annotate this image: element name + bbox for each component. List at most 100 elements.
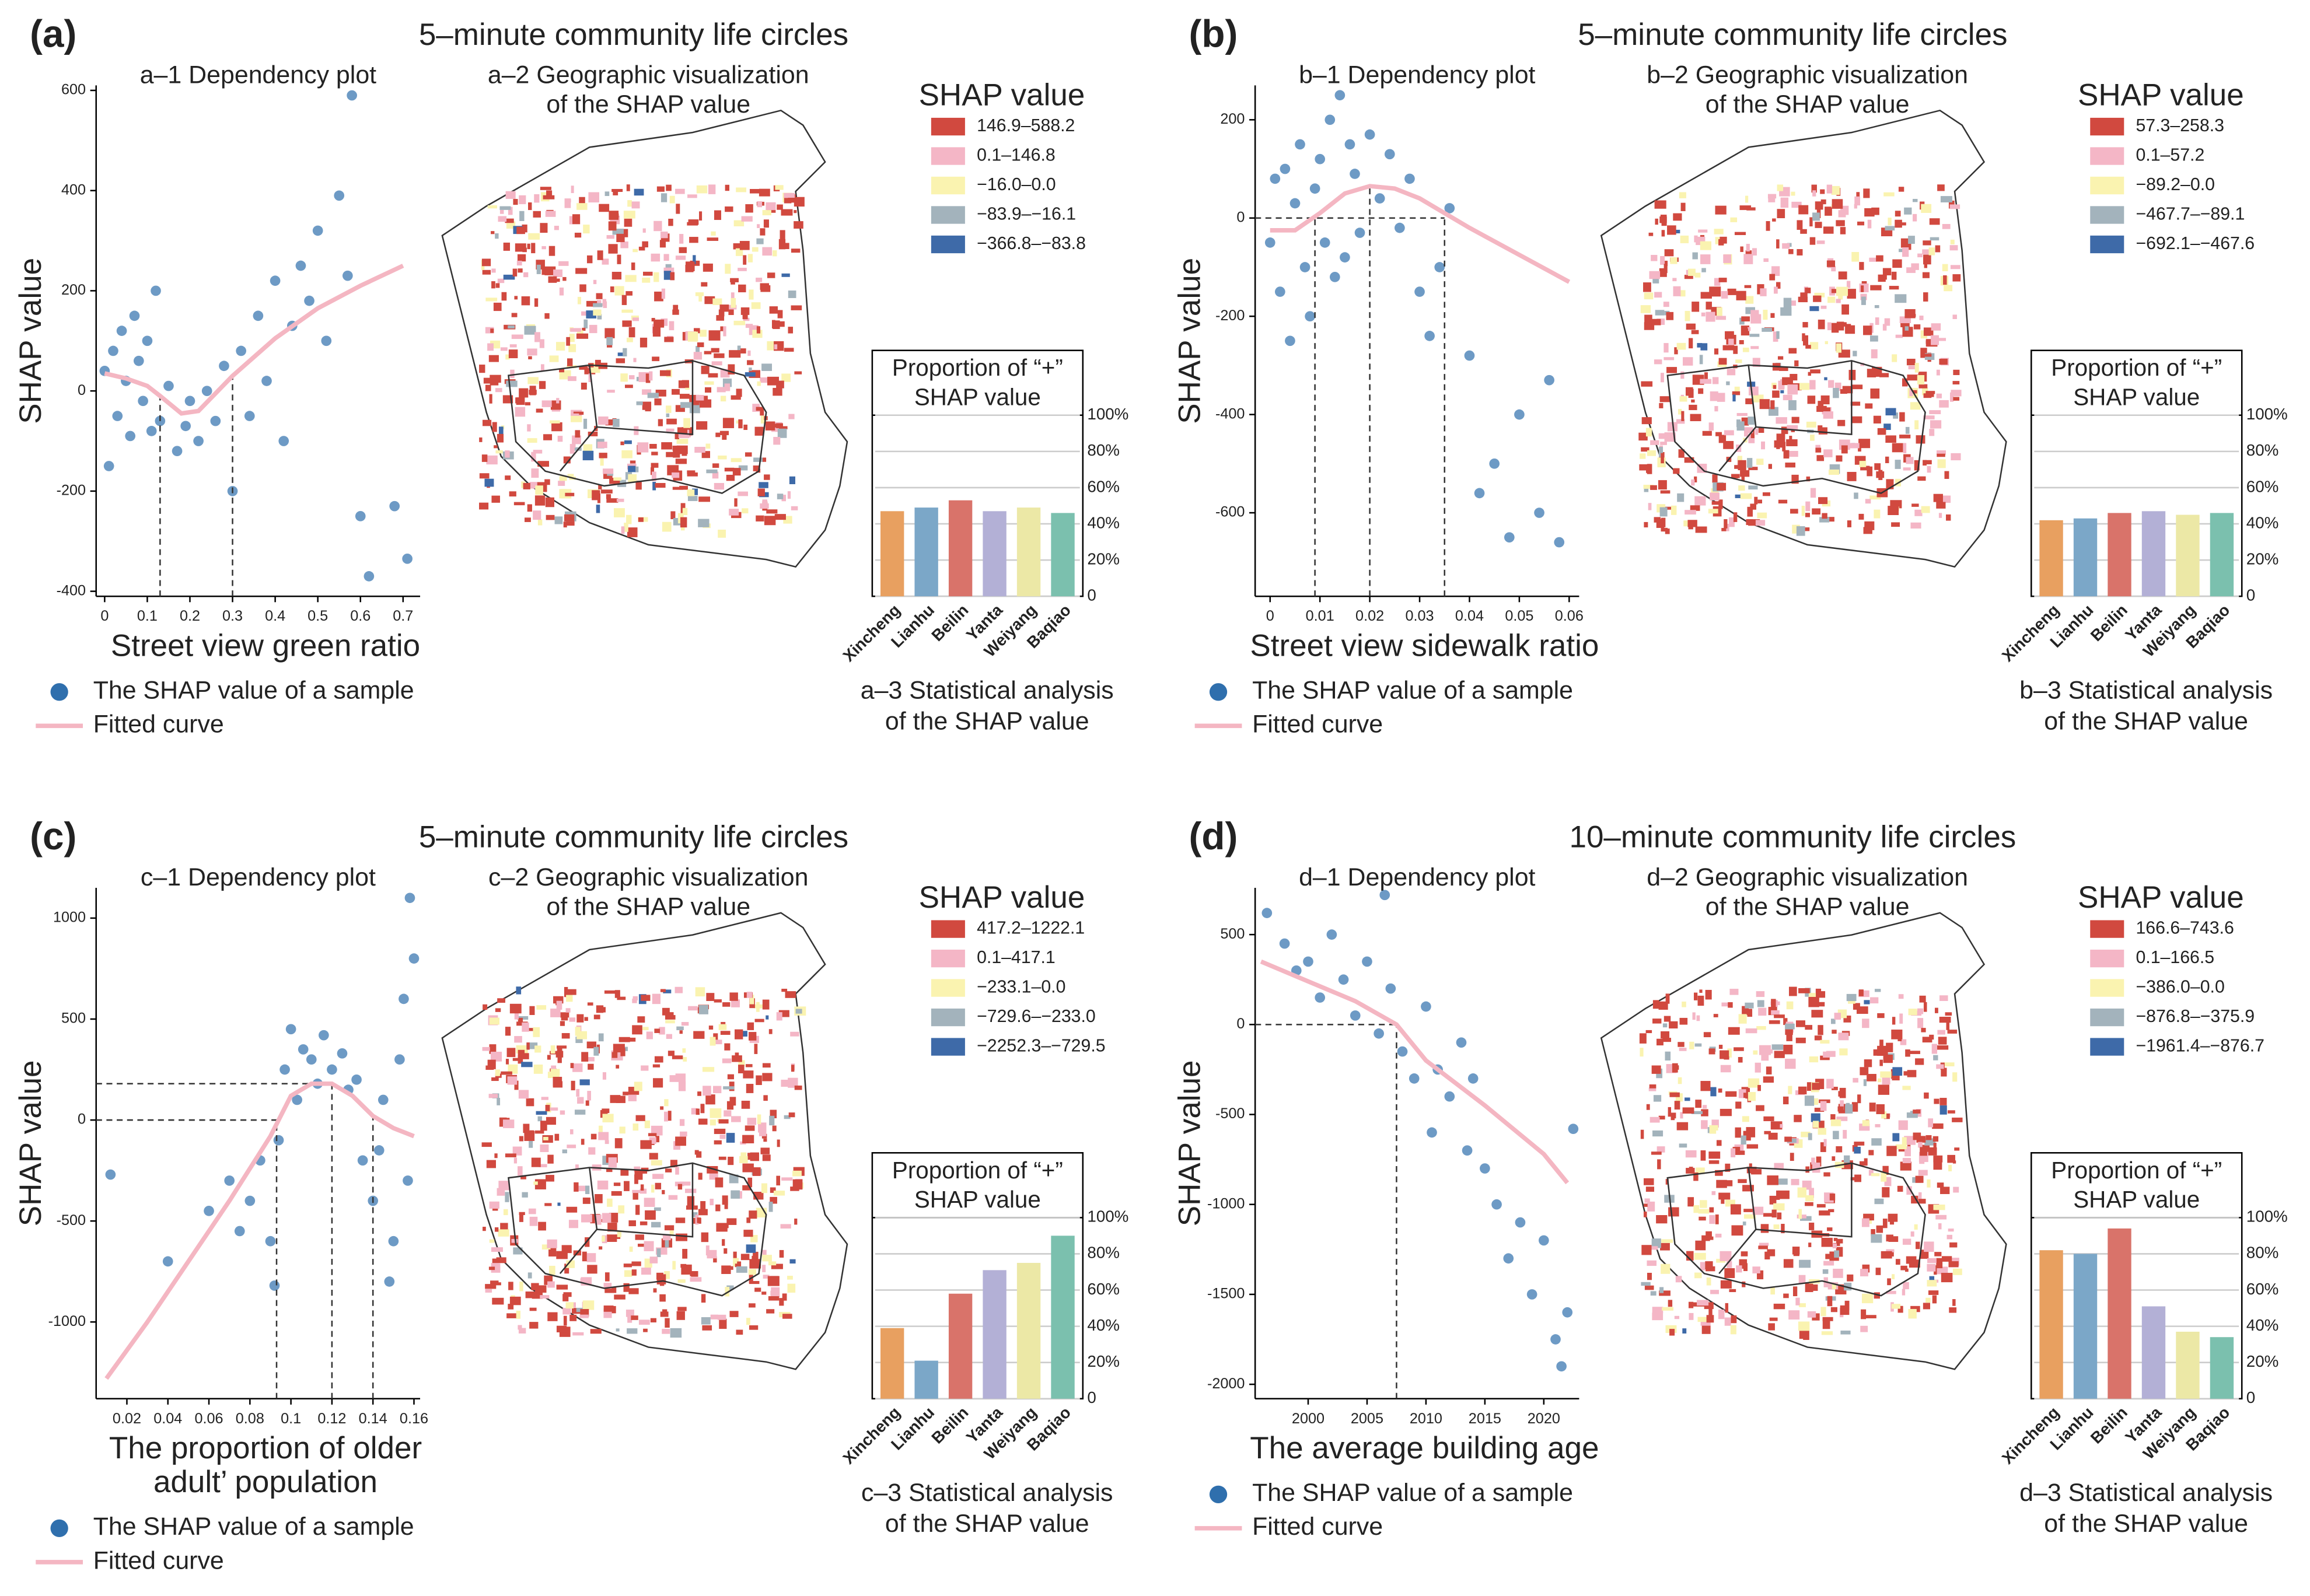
map-patch (547, 1312, 558, 1321)
map-patch (574, 1110, 586, 1115)
map-patch (724, 1248, 728, 1254)
map-patch (543, 1136, 548, 1140)
map-patch (1913, 1110, 1921, 1114)
map-patch (507, 1076, 518, 1085)
map-patch (1757, 499, 1762, 503)
map-patch (668, 218, 673, 226)
sample-point (351, 1074, 362, 1085)
map-patch (683, 1057, 687, 1062)
map-patch (631, 262, 635, 270)
map-patch (586, 1253, 596, 1262)
district-boundary (508, 360, 767, 494)
map-patch (1861, 296, 1866, 305)
map-patch (1838, 1032, 1849, 1041)
map-patch (613, 418, 620, 427)
map-patch (1809, 1188, 1815, 1198)
map-patch (680, 1264, 687, 1268)
sample-point (1474, 488, 1485, 499)
map-patch (522, 247, 527, 253)
map-patch (1818, 401, 1824, 410)
map-patch (587, 1002, 593, 1006)
map-patch (729, 1097, 736, 1106)
map-patch (500, 347, 508, 351)
sample-point (1374, 193, 1385, 204)
sample-point (244, 1195, 256, 1206)
map-patch (669, 1230, 674, 1235)
map-patch (1769, 1195, 1777, 1205)
map-patch (761, 363, 773, 371)
map-patch (1816, 455, 1825, 461)
map-patch (1907, 1070, 1917, 1077)
map-patch (778, 1010, 789, 1017)
map-patch (666, 413, 670, 418)
map-patch (1714, 406, 1718, 412)
map-patch (1756, 1105, 1764, 1111)
map-patch (1837, 1106, 1844, 1112)
map-patch (743, 1230, 753, 1237)
y-tick-label: 80% (1087, 1244, 1120, 1262)
sample-point (1350, 169, 1360, 179)
map-patch (762, 1154, 771, 1161)
map-patch (695, 1214, 699, 1225)
map-patch (677, 1184, 683, 1190)
map-patch (1822, 1269, 1829, 1274)
x-tick-label: 0.01 (1306, 608, 1334, 624)
map-patch (481, 454, 488, 462)
map-patch (756, 277, 763, 282)
map-title: of the SHAP value (1706, 90, 1910, 118)
map-patch (572, 440, 576, 448)
map-patch (597, 1180, 609, 1190)
map-patch (770, 1196, 777, 1204)
map-patch (1923, 327, 1934, 336)
map-patch (1757, 1000, 1764, 1007)
map-patch (1869, 495, 1881, 500)
map-patch (1873, 415, 1881, 424)
map-patch (628, 1288, 639, 1294)
sample-point (133, 355, 144, 366)
map-patch (1823, 1139, 1827, 1147)
map-patch (1785, 1058, 1796, 1069)
map-patch (1815, 1002, 1825, 1007)
map-patch (749, 1325, 759, 1330)
map-patch (1652, 1307, 1664, 1314)
map-patch (1752, 1206, 1764, 1215)
map-patch (747, 1118, 757, 1125)
map-patch (697, 342, 704, 348)
map-patch (1836, 1247, 1843, 1257)
map-patch (1841, 304, 1849, 315)
bar (2073, 1254, 2098, 1399)
map-patch (1823, 1172, 1830, 1177)
map-patch (719, 430, 729, 435)
map-patch (628, 1094, 637, 1101)
map-patch (617, 1230, 622, 1237)
map-patch (676, 439, 689, 444)
map-patch (1938, 498, 1943, 502)
map-patch (541, 400, 552, 407)
sample-point (1261, 908, 1273, 918)
map-patch (762, 247, 773, 256)
map-patch (625, 291, 633, 296)
map-patch (698, 1172, 703, 1180)
map-patch (1774, 1014, 1785, 1019)
map-patch (1803, 335, 1808, 346)
map-patch (518, 1328, 526, 1334)
map-patch (1783, 1018, 1788, 1026)
map-patch (486, 1160, 496, 1168)
map-patch (1807, 1311, 1816, 1318)
map-patch (791, 506, 798, 510)
map-patch (533, 450, 543, 454)
panel-label: (a) (30, 12, 76, 55)
bar (2141, 511, 2166, 597)
map-patch (1689, 1167, 1693, 1170)
map-patch (1871, 1138, 1882, 1146)
map-patch (529, 1216, 538, 1226)
map-patch (1698, 229, 1708, 233)
y-tick-label: -200 (1215, 307, 1245, 324)
map-patch (1748, 467, 1758, 470)
map-patch (497, 1098, 501, 1105)
map-patch (496, 1257, 506, 1264)
sample-point (1334, 90, 1346, 101)
map-patch (1694, 272, 1701, 278)
map-patch (628, 474, 637, 482)
map-patch (745, 452, 752, 457)
